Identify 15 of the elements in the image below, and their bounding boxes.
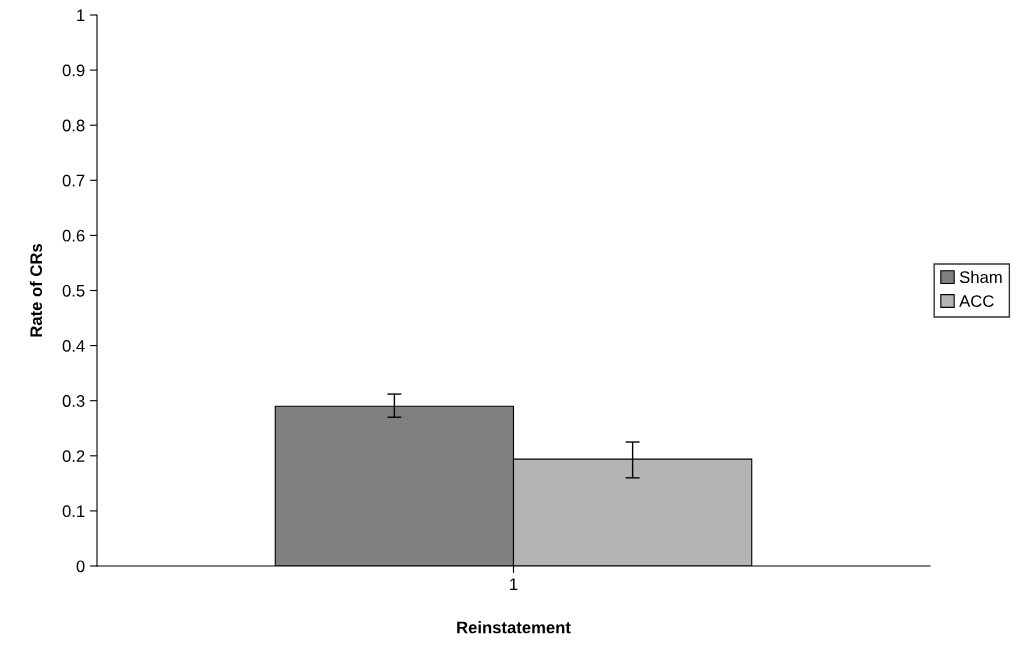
y-tick-label: 0.5	[62, 284, 85, 297]
legend-label: ACC	[959, 295, 994, 307]
y-axis-title: Rate of CRs	[29, 243, 43, 337]
legend-label: Sham	[959, 270, 1002, 284]
y-tick-label: 0	[76, 560, 85, 573]
y-tick-label: 0.1	[62, 505, 85, 518]
y-tick-label: 0.8	[62, 119, 85, 132]
y-tick-label: 0.4	[62, 340, 85, 352]
y-tick-label: 0.9	[62, 64, 85, 77]
y-tick-label: 0.2	[62, 450, 85, 462]
y-tick-label: 0.3	[62, 395, 85, 407]
y-tick-label: 0.7	[62, 174, 85, 187]
x-axis-title: Reinstatement	[457, 621, 571, 634]
y-tick-label: 1	[77, 9, 85, 22]
y-tick-label: 0.6	[62, 229, 85, 242]
